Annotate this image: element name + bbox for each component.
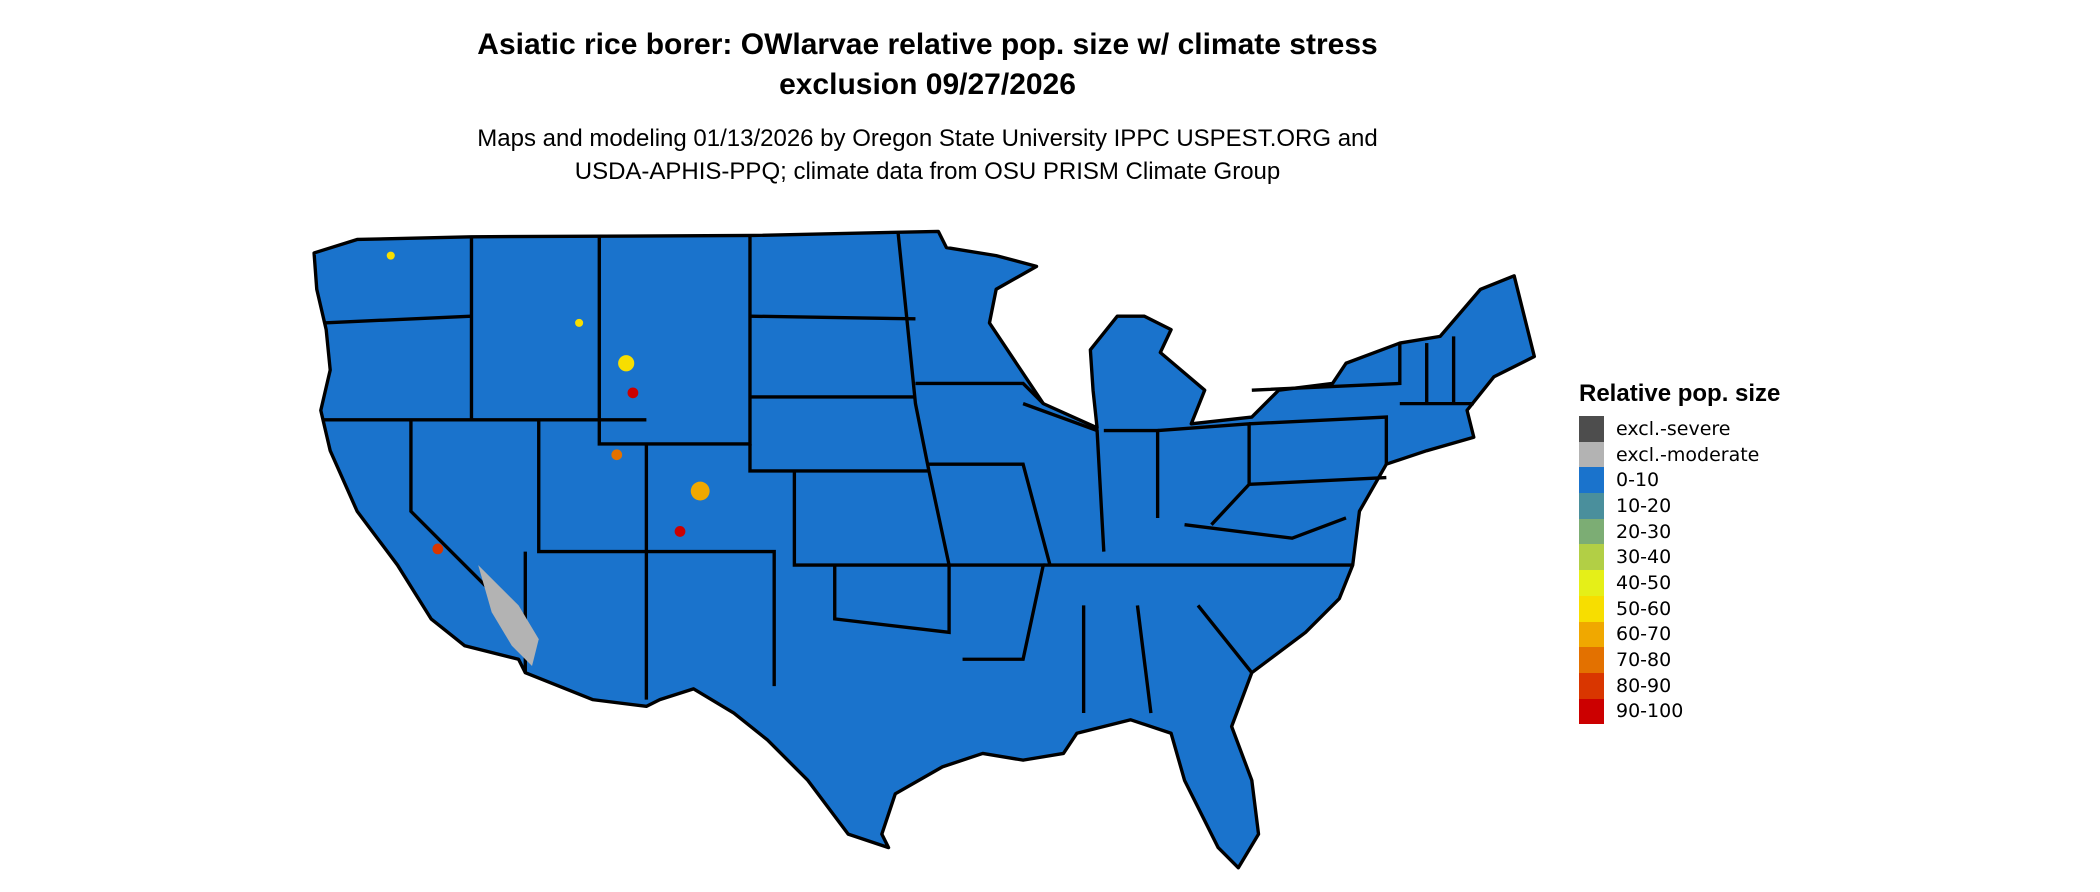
legend-item: 0-10 bbox=[1579, 467, 1780, 494]
legend-item: excl.-severe bbox=[1579, 416, 1780, 442]
legend-label: 70-80 bbox=[1616, 649, 1672, 672]
us-outline bbox=[312, 229, 1537, 870]
legend-label: 30-40 bbox=[1616, 546, 1672, 569]
legend-item: 20-30 bbox=[1579, 518, 1780, 545]
legend-label: 0-10 bbox=[1616, 469, 1660, 492]
legend-swatch bbox=[1579, 493, 1604, 519]
legend-label: excl.-severe bbox=[1616, 417, 1731, 440]
map-title-line1: Asiatic rice borer: OWlarvae relative po… bbox=[477, 28, 1378, 61]
map-title-line2: exclusion 09/27/2026 bbox=[779, 68, 1076, 101]
legend-swatch bbox=[1579, 467, 1604, 494]
hotspot-wy-red bbox=[627, 387, 639, 399]
legend-item: 70-80 bbox=[1579, 647, 1780, 673]
legend-swatch bbox=[1579, 570, 1604, 596]
legend-item: 60-70 bbox=[1579, 621, 1780, 648]
legend-swatch bbox=[1579, 698, 1604, 725]
state-borders bbox=[323, 231, 1474, 714]
legend: Relative pop. size excl.-severe excl.-mod… bbox=[1579, 380, 1781, 725]
legend-swatch bbox=[1579, 416, 1604, 442]
legend-item: 80-90 bbox=[1579, 672, 1780, 699]
legend-label: 20-30 bbox=[1616, 520, 1672, 543]
legend-swatch bbox=[1579, 441, 1604, 468]
excl-moderate-area bbox=[478, 565, 539, 666]
hotspot-ut bbox=[611, 449, 623, 461]
legend-label: 40-50 bbox=[1616, 571, 1672, 594]
legend-label: 60-70 bbox=[1616, 623, 1672, 646]
legend-label: 10-20 bbox=[1616, 494, 1672, 517]
legend-item: 40-50 bbox=[1579, 570, 1780, 596]
legend-item: 30-40 bbox=[1579, 544, 1780, 571]
hotspot-id bbox=[575, 318, 584, 327]
legend-swatch bbox=[1579, 518, 1604, 545]
legend-swatch bbox=[1579, 647, 1604, 673]
hotspot-ca bbox=[432, 543, 444, 555]
hotspot-co-red bbox=[674, 526, 686, 537]
hotspot-co bbox=[690, 481, 710, 501]
hotspot-wa bbox=[386, 251, 395, 260]
hotspots bbox=[386, 251, 710, 666]
legend-swatch bbox=[1579, 544, 1604, 571]
legend-label: 90-100 bbox=[1616, 700, 1684, 723]
legend-swatch bbox=[1579, 621, 1604, 648]
legend-item: 10-20 bbox=[1579, 493, 1780, 519]
legend-item: 90-100 bbox=[1579, 698, 1780, 725]
map-subtitle-line2: USDA-APHIS-PPQ; climate data from OSU PR… bbox=[574, 158, 1281, 185]
legend-title: Relative pop. size bbox=[1579, 380, 1781, 407]
legend-item: excl.-moderate bbox=[1579, 441, 1780, 468]
hotspot-wy bbox=[618, 355, 635, 372]
legend-swatch bbox=[1579, 595, 1604, 622]
legend-label: excl.-moderate bbox=[1616, 443, 1760, 466]
legend-label: 50-60 bbox=[1616, 597, 1672, 620]
map-subtitle-line1: Maps and modeling 01/13/2026 by Oregon S… bbox=[477, 125, 1378, 152]
legend-swatch bbox=[1579, 672, 1604, 699]
legend-label: 80-90 bbox=[1616, 674, 1672, 697]
legend-item: 50-60 bbox=[1579, 595, 1780, 622]
